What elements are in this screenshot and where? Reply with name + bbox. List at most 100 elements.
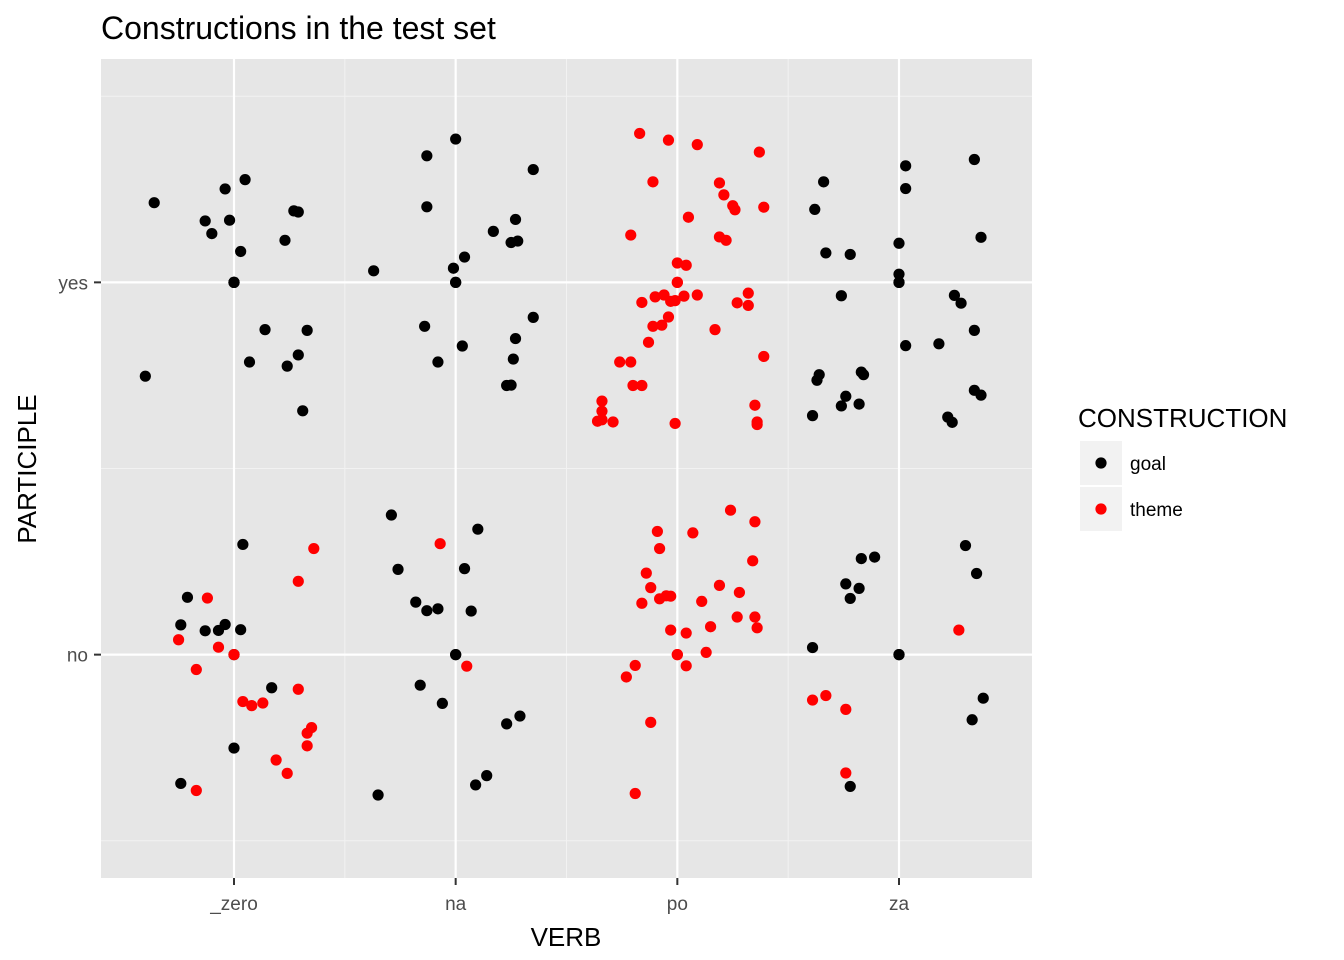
x-axis-title: VERB: [531, 922, 602, 952]
point-theme: [669, 417, 681, 430]
point-goal: [811, 374, 823, 386]
point-theme: [634, 127, 646, 140]
point-theme: [751, 418, 763, 431]
point-theme: [308, 542, 320, 555]
point-theme: [720, 234, 732, 246]
point-theme: [718, 189, 730, 201]
point-theme: [742, 299, 754, 312]
point-goal: [432, 356, 444, 368]
point-goal: [301, 324, 313, 336]
point-theme: [680, 259, 692, 271]
legend-marker-goal: [1095, 457, 1107, 469]
y-axis: no yes: [58, 273, 101, 667]
point-theme: [614, 356, 626, 368]
point-goal: [235, 245, 247, 258]
point-theme: [713, 579, 726, 591]
point-theme: [640, 567, 652, 579]
point-goal: [818, 176, 830, 188]
point-goal: [297, 405, 309, 417]
point-theme: [656, 319, 668, 331]
y-tick-label-no: no: [67, 646, 88, 667]
point-theme: [172, 634, 185, 646]
point-theme: [461, 660, 473, 672]
point-theme: [257, 697, 269, 709]
point-goal: [487, 225, 499, 237]
point-goal: [900, 160, 912, 172]
point-goal: [228, 276, 240, 288]
point-goal: [148, 197, 160, 209]
point-theme: [649, 291, 661, 303]
point-theme: [696, 595, 708, 608]
point-theme: [625, 229, 637, 241]
point-theme: [629, 659, 641, 672]
point-theme: [665, 590, 677, 602]
gridlines: [101, 59, 1032, 878]
point-theme: [671, 649, 683, 661]
point-goal: [243, 356, 256, 368]
point-goal: [855, 552, 867, 565]
point-theme: [627, 379, 639, 392]
point-goal: [835, 400, 847, 412]
point-goal: [975, 389, 987, 401]
point-goal: [239, 174, 251, 186]
point-theme: [733, 586, 746, 599]
point-theme: [713, 177, 726, 189]
point-goal: [465, 605, 477, 617]
point-goal: [223, 214, 236, 226]
point-goal: [450, 649, 462, 661]
point-theme: [680, 660, 692, 672]
point-goal: [410, 596, 422, 608]
point-theme: [665, 624, 677, 636]
x-tick-label-za: za: [889, 894, 910, 915]
point-theme: [651, 525, 663, 538]
point-goal: [481, 770, 493, 782]
point-theme: [190, 663, 202, 676]
point-goal: [421, 150, 433, 162]
point-goal: [470, 779, 482, 791]
point-goal: [501, 718, 513, 730]
point-goal: [450, 276, 462, 288]
point-theme: [636, 379, 648, 392]
point-theme: [647, 320, 659, 332]
point-goal: [968, 324, 980, 336]
point-theme: [758, 350, 770, 363]
point-theme: [654, 542, 666, 555]
point-theme: [729, 204, 741, 216]
point-goal: [893, 268, 905, 280]
point-goal: [840, 578, 852, 590]
point-theme: [700, 646, 712, 659]
point-theme: [596, 405, 608, 417]
point-theme: [237, 695, 249, 708]
point-goal: [975, 231, 987, 243]
point-goal: [970, 567, 983, 580]
point-goal: [869, 551, 881, 563]
point-goal: [844, 592, 856, 605]
point-theme: [292, 683, 304, 695]
point-goal: [946, 416, 958, 428]
point-theme: [281, 767, 293, 779]
point-goal: [372, 789, 384, 801]
point-goal: [472, 523, 484, 535]
point-goal: [447, 262, 460, 274]
point-goal: [199, 625, 211, 637]
point-theme: [434, 538, 446, 550]
point-theme: [270, 754, 282, 766]
point-theme: [747, 555, 759, 567]
point-theme: [758, 201, 770, 213]
point-theme: [678, 290, 690, 302]
point-goal: [844, 248, 856, 261]
point-goal: [809, 203, 821, 215]
point-theme: [840, 767, 852, 779]
point-goal: [419, 320, 431, 332]
point-theme: [749, 399, 761, 411]
legend-marker-theme: [1095, 503, 1107, 515]
point-theme: [687, 527, 699, 539]
point-theme: [629, 787, 641, 800]
point-goal: [900, 182, 912, 195]
point-goal: [509, 213, 522, 226]
point-theme: [665, 295, 677, 307]
point-theme: [607, 416, 619, 428]
point-theme: [645, 716, 657, 728]
point-goal: [385, 509, 397, 521]
y-tick-label-yes: yes: [58, 273, 88, 294]
